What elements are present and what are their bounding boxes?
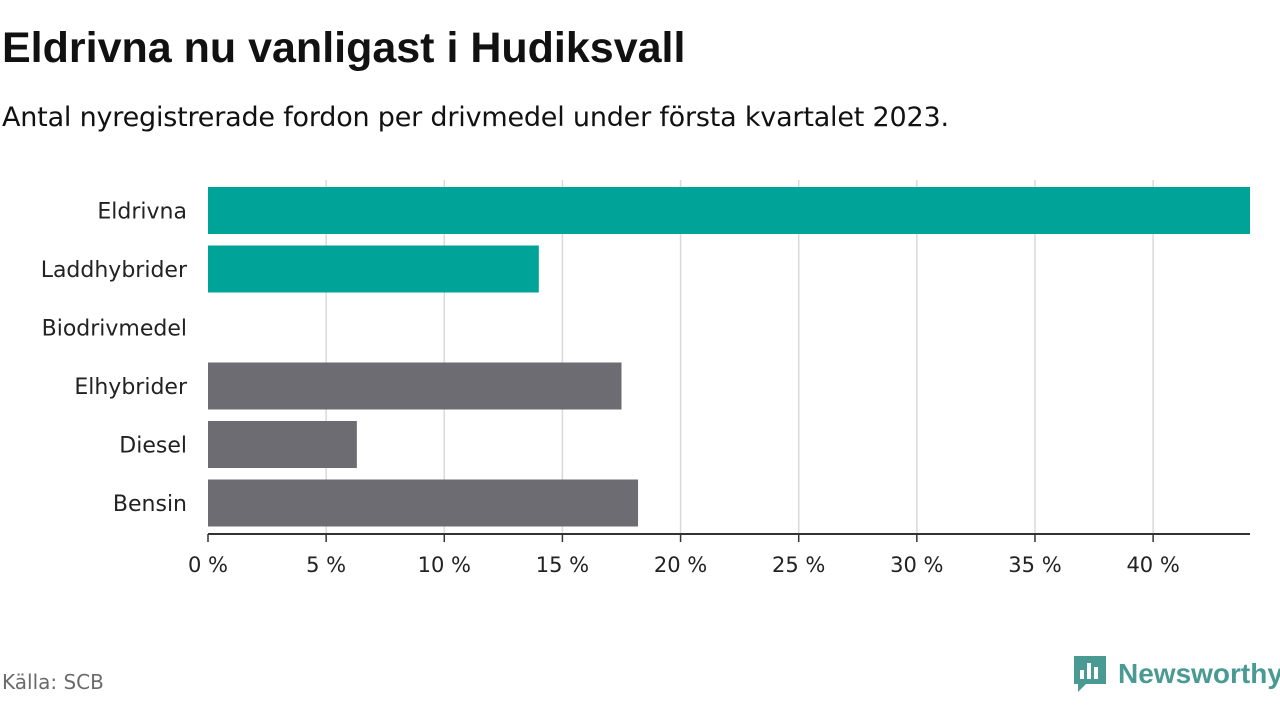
category-label: Diesel: [119, 434, 187, 459]
x-tick-label: 30 %: [890, 553, 943, 577]
x-tick-label: 0 %: [188, 553, 228, 577]
chart-subtitle: Antal nyregistrerade fordon per drivmede…: [2, 102, 949, 133]
newsworthy-logo-icon: [1074, 656, 1106, 692]
x-tick-label: 15 %: [536, 553, 589, 577]
x-tick-label: 40 %: [1126, 553, 1179, 577]
bar: [208, 362, 622, 410]
x-tick-label: 35 %: [1008, 553, 1061, 577]
category-label: Eldrivna: [97, 200, 187, 225]
brand-name: Newsworthy: [1118, 658, 1280, 689]
source-note: Källa: SCB: [2, 670, 104, 694]
bars: [208, 187, 1250, 527]
brand-logo: Newsworthy: [1072, 654, 1280, 694]
category-label: Elhybrider: [74, 375, 188, 400]
bar: [208, 245, 539, 293]
category-label: Laddhybrider: [41, 258, 188, 283]
grid-lines: [325, 180, 1154, 534]
x-axis: 0 % 5 % 10 % 15 % 20 % 25 % 30 % 35 % 40 %: [188, 533, 1250, 577]
category-label: Biodrivmedel: [42, 317, 187, 342]
x-tick-label: 25 %: [772, 553, 825, 577]
bar: [208, 187, 1250, 234]
x-tick-label: 10 %: [418, 553, 471, 577]
bar: [208, 479, 639, 527]
bar-chart: Eldrivna Laddhybrider Biodrivmedel Elhybrid…: [41, 180, 1250, 577]
chart-title: Eldrivna nu vanligast i Hudiksvall: [2, 24, 686, 72]
bar: [208, 421, 357, 468]
category-labels: Eldrivna Laddhybrider Biodrivmedel Elhybrid…: [41, 200, 188, 518]
x-tick-label: 20 %: [654, 553, 707, 577]
x-tick-label: 5 %: [306, 553, 346, 577]
category-label: Bensin: [113, 492, 187, 517]
